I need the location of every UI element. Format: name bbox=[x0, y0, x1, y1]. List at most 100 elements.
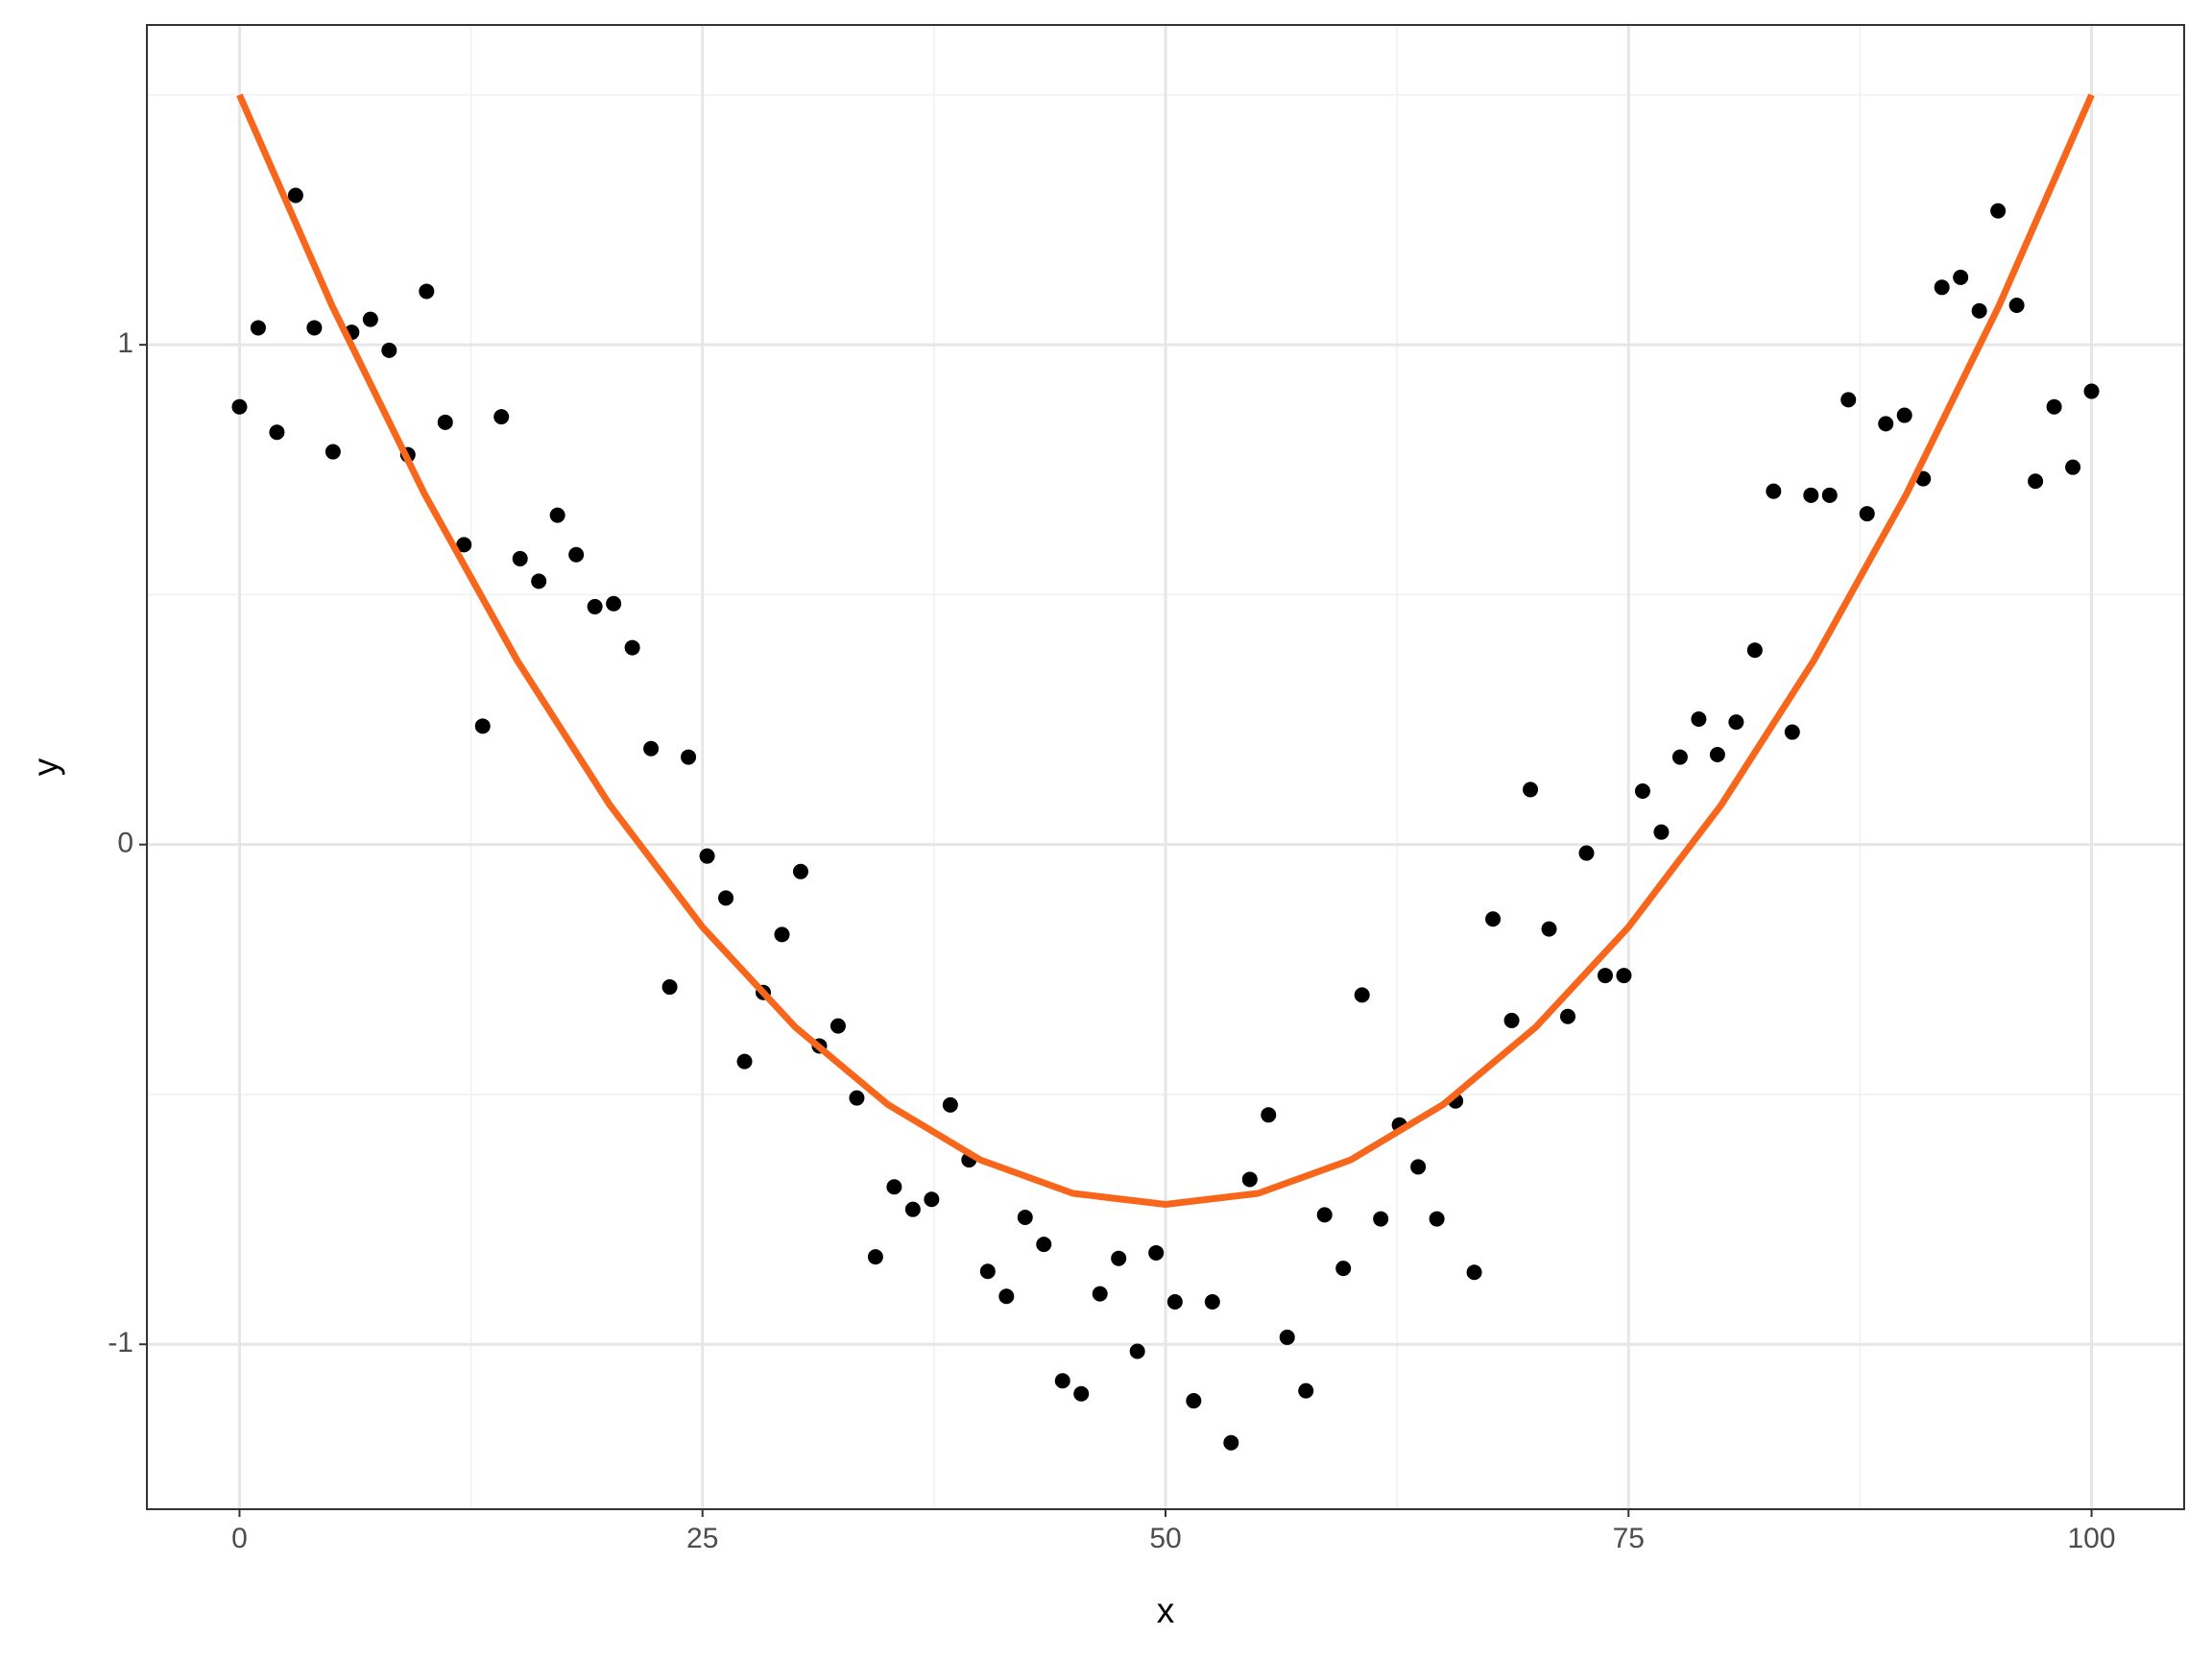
point bbox=[718, 890, 734, 906]
point bbox=[886, 1179, 902, 1195]
point bbox=[1896, 407, 1912, 423]
point bbox=[231, 398, 248, 415]
y-tick-label: -1 bbox=[108, 1327, 133, 1358]
point bbox=[1934, 279, 1950, 296]
point bbox=[1017, 1210, 1033, 1226]
point bbox=[1784, 724, 1800, 740]
point bbox=[1410, 1159, 1427, 1175]
point bbox=[624, 639, 640, 656]
point bbox=[1691, 711, 1707, 728]
point bbox=[1616, 968, 1632, 984]
point bbox=[2083, 383, 2100, 399]
point bbox=[1316, 1207, 1333, 1223]
point bbox=[2046, 398, 2062, 415]
point bbox=[1036, 1237, 1052, 1253]
point bbox=[437, 414, 453, 430]
x-tick-label: 50 bbox=[1149, 1523, 1181, 1554]
point bbox=[1073, 1385, 1090, 1402]
point bbox=[1166, 1293, 1183, 1310]
y-axis-title: y bbox=[26, 757, 65, 776]
point bbox=[1523, 781, 1539, 798]
point bbox=[1261, 1107, 1277, 1123]
point bbox=[1578, 845, 1595, 861]
point bbox=[1466, 1264, 1482, 1281]
x-axis-title: x bbox=[1157, 1591, 1175, 1630]
point bbox=[1541, 921, 1557, 937]
point bbox=[1054, 1373, 1070, 1389]
point bbox=[1092, 1286, 1108, 1302]
point bbox=[661, 979, 678, 996]
point bbox=[287, 187, 303, 204]
fit-line bbox=[236, 93, 2095, 1208]
point bbox=[1840, 392, 1857, 408]
point bbox=[979, 1263, 996, 1280]
point bbox=[381, 342, 397, 358]
point bbox=[1298, 1382, 1314, 1399]
point bbox=[681, 749, 697, 765]
point bbox=[1204, 1293, 1220, 1310]
point bbox=[792, 863, 808, 879]
point bbox=[1485, 911, 1502, 927]
point bbox=[419, 283, 435, 300]
point bbox=[362, 311, 378, 327]
point bbox=[250, 320, 266, 336]
point bbox=[830, 1018, 846, 1034]
point bbox=[1653, 824, 1670, 840]
point bbox=[942, 1096, 958, 1113]
point bbox=[325, 444, 341, 460]
point bbox=[1559, 1008, 1575, 1024]
point bbox=[643, 740, 660, 757]
point bbox=[531, 573, 547, 589]
point bbox=[606, 595, 622, 612]
point bbox=[924, 1191, 940, 1208]
point bbox=[1148, 1244, 1165, 1261]
point bbox=[1821, 487, 1838, 503]
x-tick-label: 100 bbox=[2068, 1523, 2116, 1554]
point bbox=[1859, 506, 1875, 522]
point bbox=[493, 409, 510, 425]
point bbox=[1111, 1250, 1127, 1266]
point bbox=[1671, 749, 1688, 765]
point bbox=[269, 424, 285, 441]
point bbox=[1335, 1261, 1352, 1277]
point bbox=[1634, 782, 1650, 799]
point bbox=[1728, 714, 1744, 731]
point bbox=[1953, 269, 1969, 285]
point bbox=[1223, 1434, 1239, 1451]
point bbox=[1129, 1343, 1145, 1359]
point bbox=[774, 926, 790, 943]
point bbox=[549, 507, 565, 523]
point bbox=[2028, 473, 2044, 490]
point bbox=[1878, 416, 1894, 432]
point bbox=[456, 537, 472, 553]
point bbox=[2008, 298, 2025, 314]
x-tick-label: 75 bbox=[1613, 1523, 1645, 1554]
point bbox=[904, 1201, 921, 1217]
point bbox=[1279, 1329, 1295, 1345]
panel-border bbox=[146, 24, 2185, 1510]
point bbox=[1990, 203, 2007, 219]
point bbox=[568, 546, 585, 563]
y-tick-label: 0 bbox=[117, 828, 133, 859]
point bbox=[2065, 459, 2081, 475]
point bbox=[1429, 1211, 1445, 1227]
point bbox=[1241, 1171, 1258, 1188]
point bbox=[699, 848, 715, 864]
point bbox=[306, 320, 323, 336]
point bbox=[867, 1249, 883, 1265]
point bbox=[1971, 302, 1987, 319]
point bbox=[1746, 642, 1763, 659]
point bbox=[587, 598, 603, 614]
point bbox=[1354, 987, 1370, 1003]
point bbox=[1597, 968, 1613, 984]
x-tick-label: 25 bbox=[686, 1523, 718, 1554]
point bbox=[512, 550, 528, 566]
y-tick-label: 1 bbox=[117, 327, 133, 359]
point bbox=[1766, 483, 1782, 499]
point bbox=[474, 718, 491, 734]
point bbox=[849, 1090, 865, 1106]
point bbox=[1803, 487, 1819, 503]
point bbox=[1503, 1012, 1520, 1028]
point bbox=[1709, 746, 1725, 762]
